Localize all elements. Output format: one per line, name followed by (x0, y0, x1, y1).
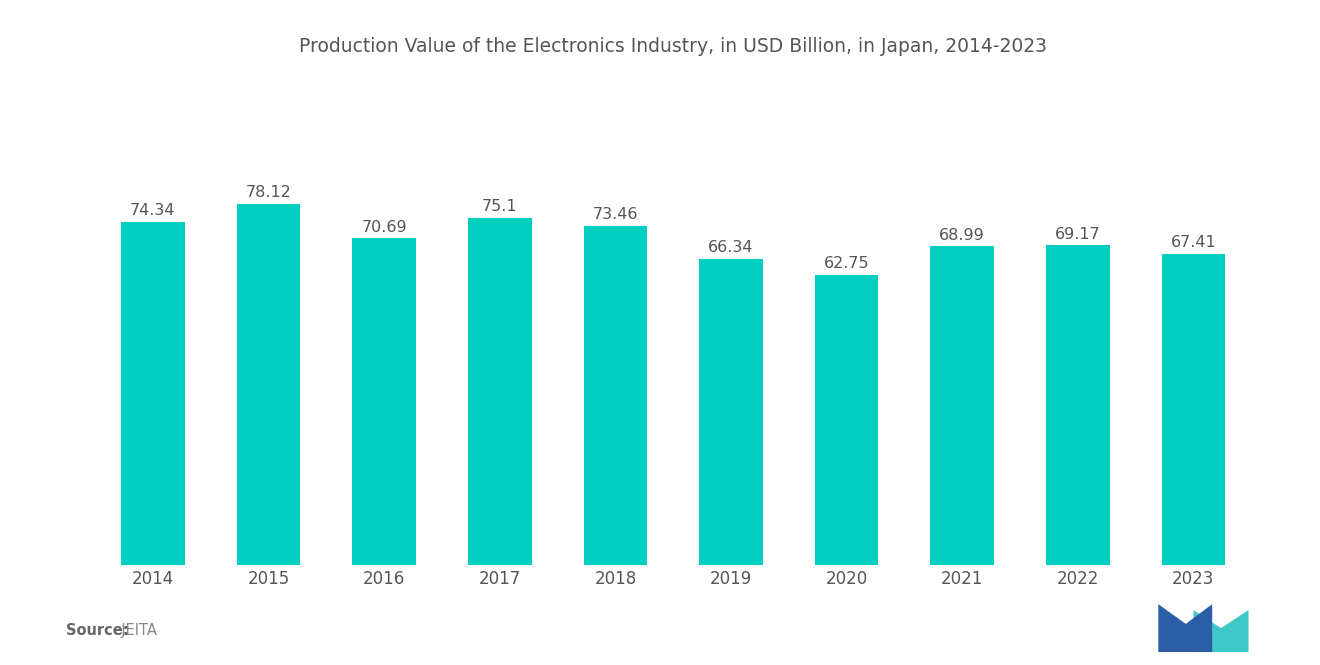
Text: JEITA: JEITA (112, 623, 157, 638)
Text: 70.69: 70.69 (362, 219, 407, 235)
Bar (583, 225, 647, 565)
Text: 62.75: 62.75 (824, 257, 870, 271)
Text: 78.12: 78.12 (246, 186, 292, 200)
Polygon shape (1193, 610, 1249, 652)
Bar (931, 246, 994, 565)
Text: 67.41: 67.41 (1171, 235, 1216, 250)
Text: 69.17: 69.17 (1055, 227, 1101, 242)
Text: 66.34: 66.34 (709, 240, 754, 255)
Title: Production Value of the Electronics Industry, in USD Billion, in Japan, 2014-202: Production Value of the Electronics Indu… (300, 37, 1047, 56)
Text: 73.46: 73.46 (593, 207, 638, 222)
Polygon shape (1159, 604, 1212, 652)
Bar (236, 204, 301, 565)
Bar (121, 221, 185, 565)
Bar (700, 259, 763, 565)
Bar (814, 275, 878, 565)
Bar (352, 239, 416, 565)
Bar (469, 218, 532, 565)
Bar (1045, 245, 1110, 565)
Text: 75.1: 75.1 (482, 200, 517, 214)
Bar (1162, 253, 1225, 565)
Text: 68.99: 68.99 (940, 227, 985, 243)
Text: Source:: Source: (66, 623, 128, 638)
Text: 74.34: 74.34 (131, 203, 176, 218)
